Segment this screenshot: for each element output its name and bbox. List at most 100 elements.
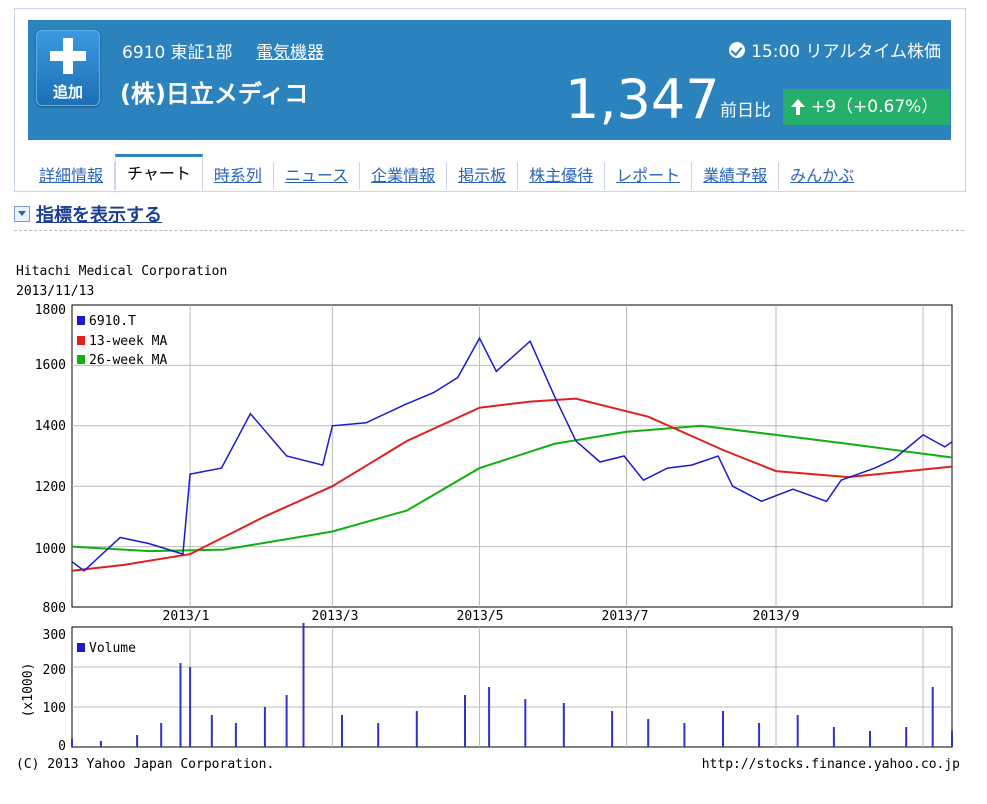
volume-bar [832, 727, 835, 747]
volume-legend: Volume [77, 641, 136, 656]
realtime-label: 15:00 リアルタイム株価 [751, 42, 941, 62]
legend-swatch-ma13 [77, 336, 85, 345]
volume-bar [931, 687, 934, 747]
volume-bar [302, 623, 305, 747]
chevron-down-icon [14, 206, 30, 222]
legend-volume: Volume [89, 641, 136, 656]
add-button-label: 追加 [52, 83, 83, 101]
stock-chart: Hitachi Medical Corporation 2013/11/13 1… [16, 264, 960, 772]
x-tick-2013-7: 2013/7 [602, 609, 649, 624]
legend-ma13: 13-week MA [89, 334, 167, 349]
volume-bar [758, 723, 761, 747]
volume-bar [179, 663, 182, 747]
legend-swatch-price [77, 316, 85, 325]
volume-bar [524, 699, 527, 747]
legend-price: 6910.T [89, 314, 136, 329]
x-tick-2013-1: 2013/1 [163, 609, 210, 624]
price-legend: 6910.T 13-week MA 26-week MA [77, 314, 167, 368]
volume-bar [71, 739, 73, 747]
tab-shareholder-benefits[interactable]: 株主優待 [518, 162, 606, 190]
legend-swatch-volume [77, 643, 85, 652]
volume-bar [415, 711, 418, 747]
volume-bar [611, 711, 614, 747]
volume-bar [136, 735, 139, 747]
x-tick-2013-5: 2013/5 [457, 609, 504, 624]
volume-bar [869, 731, 871, 747]
volume-bar [99, 741, 102, 747]
prev-day-label: 前日比 [720, 101, 771, 121]
stock-code: 6910 [122, 43, 166, 63]
volume-bar [377, 723, 380, 747]
x-axis-ticks: 2013/1 2013/3 2013/5 2013/7 2013/9 [163, 609, 800, 624]
tab-minkabu[interactable]: みんかぶ [790, 166, 855, 185]
y-tick-1400: 1400 [35, 419, 66, 434]
price-change-badge: +9（+0.67%） [783, 89, 951, 125]
x-tick-2013-3: 2013/3 [312, 609, 359, 624]
tab-report[interactable]: レポート [605, 162, 693, 190]
sector-link[interactable]: 電気機器 [256, 43, 324, 63]
stock-tabs: 詳細情報 チャート 時系列 ニュース 企業情報 掲示板 株主優待 レポート 業績… [28, 154, 865, 191]
price-plot-area [71, 304, 953, 608]
plus-icon [50, 38, 86, 74]
volume-bar [464, 695, 466, 747]
show-indicators-label: 指標を表示する [36, 205, 162, 226]
y-tick-1800: 1800 [35, 303, 66, 318]
copyright: (C) 2013 Yahoo Japan Corporation. [16, 757, 274, 772]
volume-bar [562, 703, 565, 747]
price-grid [72, 305, 952, 607]
series-line-ma13 [71, 397, 953, 572]
volume-bar [341, 715, 343, 747]
volume-bar [160, 723, 163, 747]
tab-company-info[interactable]: 企業情報 [360, 162, 448, 190]
company-name: (株)日立メディコ [120, 80, 309, 108]
volume-plot-area [71, 626, 953, 748]
stock-code-market: 6910 東証1部 [122, 38, 233, 63]
source-url: http://stocks.finance.yahoo.co.jp [702, 757, 960, 772]
volume-bar [683, 723, 686, 747]
chart-title: Hitachi Medical Corporation [16, 264, 227, 279]
volume-y-ticks: 300 200 100 0 (x1000) [21, 628, 66, 754]
volume-bar [796, 715, 799, 747]
chart-date: 2013/11/13 [16, 284, 94, 299]
x-tick-2013-9: 2013/9 [753, 609, 800, 624]
volume-bar [905, 727, 908, 747]
legend-swatch-ma26 [77, 355, 85, 364]
tab-chart[interactable]: チャート [115, 154, 203, 191]
volume-bar [951, 731, 953, 747]
current-price: 1,347 [565, 68, 720, 131]
vol-tick-0: 0 [58, 739, 66, 754]
series-line-price [71, 336, 953, 572]
tab-earnings-forecast[interactable]: 業績予報 [692, 162, 780, 190]
tab-message-board[interactable]: 掲示板 [447, 162, 519, 190]
volume-bar [189, 667, 192, 747]
volume-bars [71, 623, 953, 747]
y-tick-800: 800 [43, 601, 66, 616]
realtime-status: 15:00 リアルタイム株価 [729, 37, 941, 62]
y-tick-1200: 1200 [35, 480, 66, 495]
vol-tick-100: 100 [43, 701, 66, 716]
vol-tick-200: 200 [43, 663, 66, 678]
volume-bar [722, 711, 724, 747]
volume-bar [285, 695, 288, 747]
add-to-portfolio-button[interactable]: 追加 [36, 30, 100, 106]
volume-bar [488, 687, 491, 747]
vol-tick-300: 300 [43, 628, 66, 643]
price-change-value: +9（+0.67%） [811, 97, 939, 117]
legend-ma26: 26-week MA [89, 353, 167, 368]
tab-news[interactable]: ニュース [274, 162, 361, 190]
tab-timeseries[interactable]: 時系列 [203, 162, 274, 190]
market-name: 東証1部 [170, 43, 233, 63]
series-line-ma26 [71, 424, 953, 553]
volume-bar [263, 707, 266, 747]
tab-detail[interactable]: 詳細情報 [28, 162, 116, 190]
up-arrow-icon [791, 99, 805, 115]
y-tick-1600: 1600 [35, 358, 66, 373]
volume-unit: (x1000) [21, 663, 36, 718]
price-y-ticks: 1800 1600 1400 1200 1000 800 [35, 303, 66, 616]
dashed-divider [14, 230, 964, 231]
y-tick-1000: 1000 [35, 542, 66, 557]
volume-bar [647, 719, 650, 747]
volume-bar [210, 715, 213, 747]
show-indicators-toggle[interactable]: 指標を表示する [14, 201, 162, 227]
price-lines [71, 336, 953, 572]
